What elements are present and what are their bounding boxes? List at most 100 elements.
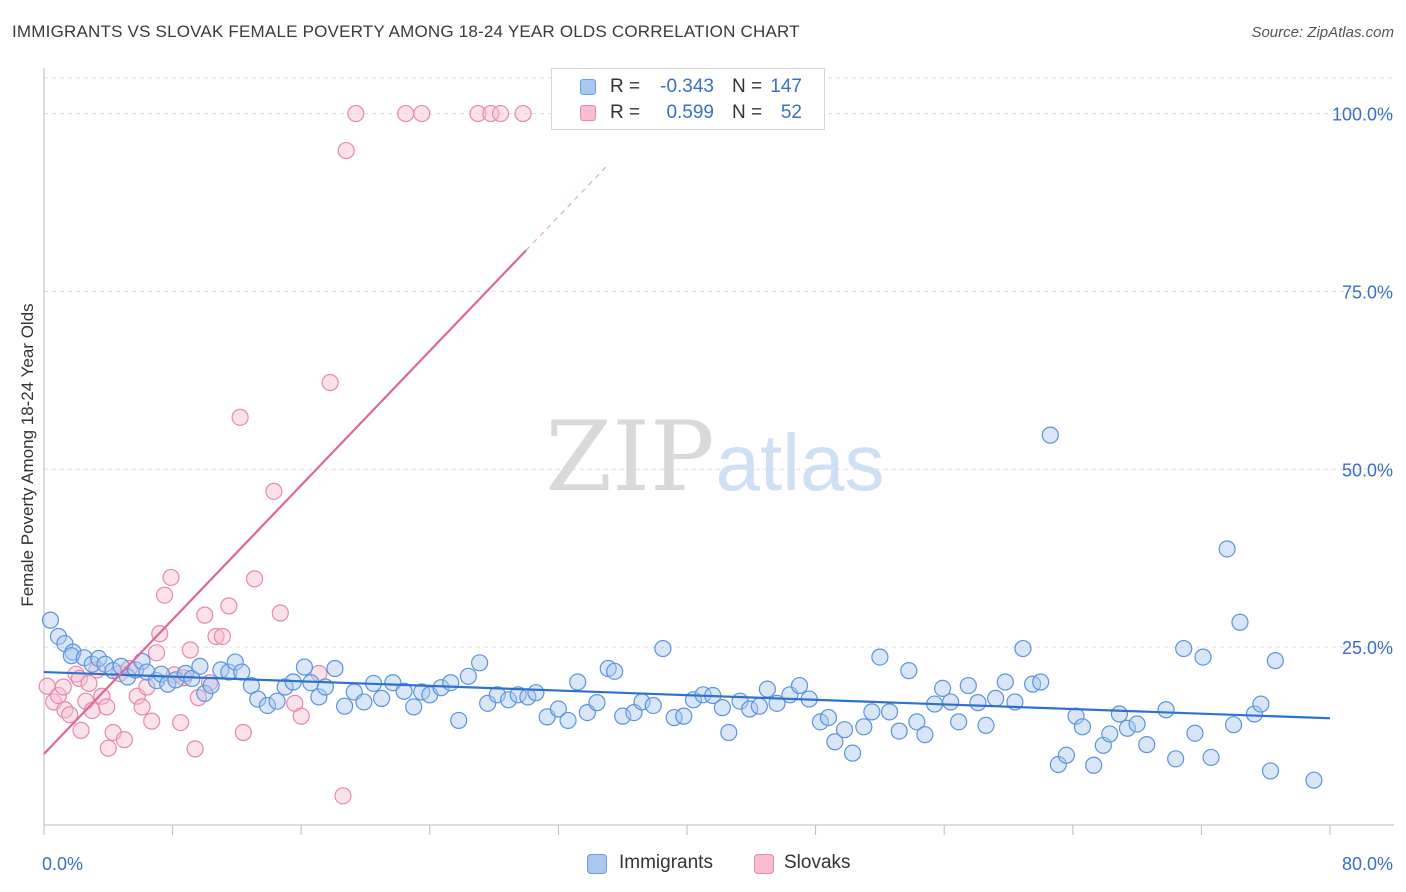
immigrants-point: [1175, 639, 1193, 658]
immigrants-point: [950, 713, 968, 731]
trend-lines: [43, 165, 1331, 755]
immigrants-point: [790, 676, 809, 695]
immigrants-point: [843, 744, 862, 762]
slovaks-point: [172, 713, 190, 732]
slovaks-point: [292, 707, 310, 725]
immigrants-point: [1041, 426, 1059, 444]
slovaks-point: [99, 739, 117, 757]
y-tick-label: 100.0%: [1332, 105, 1393, 125]
slovaks-point: [245, 570, 264, 588]
immigrants-point: [900, 662, 918, 680]
immigrants-point: [819, 708, 838, 727]
immigrants-point: [606, 662, 624, 680]
slovaks-point: [413, 104, 431, 123]
slovaks-point: [54, 678, 72, 696]
slovaks-point: [271, 604, 289, 622]
slovaks-point: [143, 712, 161, 730]
bottom-legend-label: Immigrants: [619, 852, 713, 873]
legend-r-label: R =: [610, 102, 641, 123]
immigrants-point: [268, 692, 286, 710]
immigrants-point: [977, 716, 995, 735]
slovaks-point: [220, 597, 238, 615]
immigrants-point: [395, 682, 413, 700]
immigrants-point: [675, 707, 693, 725]
immigrants-point: [499, 691, 518, 709]
slovaks-point: [231, 408, 249, 426]
slovaks-points: [38, 104, 532, 805]
immigrants-point: [969, 694, 987, 712]
slovaks-point: [115, 731, 133, 749]
immigrants-point: [226, 653, 244, 671]
immigrants-point: [826, 733, 844, 751]
bottom-swatch-slovaks: [754, 854, 774, 874]
immigrants-point: [527, 684, 545, 702]
immigrants-point: [549, 700, 568, 718]
immigrants-point: [220, 663, 238, 681]
slovaks-point: [207, 627, 225, 646]
legend-n-label: N =: [732, 76, 763, 97]
legend-row-slovaks: R = 0.599 N = 52: [552, 102, 824, 128]
immigrants-point: [569, 673, 587, 691]
immigrants-points: [41, 426, 1323, 789]
immigrants-point: [758, 680, 776, 698]
watermark: ZIP atlas: [545, 401, 884, 513]
slovaks-trend-line: [43, 249, 528, 755]
slovaks-point: [482, 104, 500, 123]
slovaks-point: [196, 606, 214, 624]
slovaks-point: [49, 686, 68, 705]
legend-r-label: R =: [610, 76, 641, 97]
slovaks-point: [347, 104, 365, 123]
immigrants-point: [942, 693, 960, 711]
immigrants-point: [1245, 705, 1264, 723]
slovaks-point: [337, 141, 355, 160]
immigrants-point: [811, 713, 830, 731]
immigrants-point: [1194, 648, 1212, 666]
legend-row-immigrants: R = -0.343 N = 147: [552, 76, 824, 102]
immigrants-point: [191, 657, 209, 675]
immigrants-point: [996, 673, 1014, 691]
immigrants-point: [355, 693, 373, 711]
correlation-legend: R = -0.343 N = 147 R = 0.599 N = 52: [551, 68, 825, 130]
immigrants-point: [405, 698, 423, 716]
slovaks-point: [72, 721, 90, 739]
immigrants-point: [459, 667, 477, 685]
immigrants-point: [41, 611, 60, 629]
immigrants-point: [336, 697, 354, 715]
immigrants-point: [1266, 652, 1284, 670]
immigrants-point: [1157, 701, 1175, 719]
immigrants-point: [1261, 762, 1280, 780]
immigrants-point: [372, 689, 391, 707]
immigrants-point: [1186, 724, 1204, 742]
chart-title: IMMIGRANTS VS SLOVAK FEMALE POVERTY AMON…: [12, 22, 800, 41]
immigrants-point: [62, 647, 80, 665]
immigrants-point: [49, 627, 68, 646]
slovaks-point: [61, 706, 79, 724]
slovaks-point: [98, 698, 116, 716]
axes: [43, 68, 1394, 835]
immigrants-point: [871, 648, 889, 666]
immigrants-point: [880, 703, 899, 721]
slovaks-point: [234, 723, 252, 742]
immigrants-point: [202, 676, 220, 695]
legend-r-value: 0.599: [666, 102, 714, 123]
slovaks-point: [469, 104, 487, 123]
immigrants-point: [488, 686, 506, 704]
immigrants-point: [442, 674, 460, 692]
slovaks-point: [162, 568, 180, 587]
immigrants-point: [450, 711, 468, 730]
immigrants-point: [987, 689, 1005, 707]
immigrants-point: [959, 676, 977, 695]
immigrants-point: [1085, 756, 1103, 774]
immigrants-point: [559, 711, 577, 730]
slovaks-point: [147, 644, 166, 662]
tick-labels: 25.0% 50.0% 75.0% 100.0% 0.0% 80.0%: [42, 105, 1393, 874]
immigrants-point: [1057, 746, 1075, 764]
immigrants-point: [1167, 750, 1185, 768]
immigrants-point: [1218, 540, 1236, 558]
bottom-swatch-immigrants: [587, 854, 607, 874]
slovaks-point: [181, 641, 199, 659]
slovaks-point: [397, 104, 415, 123]
immigrants-point: [713, 699, 731, 717]
immigrants-point: [1128, 715, 1146, 733]
